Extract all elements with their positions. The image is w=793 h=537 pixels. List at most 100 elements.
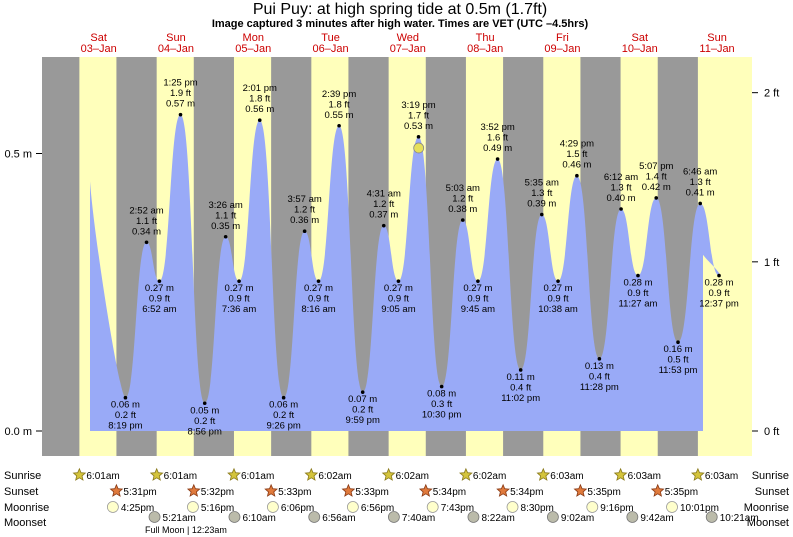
- day-of-week: Tue: [321, 32, 340, 44]
- sunrise-time: 6:02am: [318, 471, 351, 482]
- tide-point: [337, 123, 341, 128]
- moonrise-time: 4:25pm: [121, 503, 154, 514]
- moonset-time: 6:10am: [242, 513, 275, 524]
- sunrise-time: 6:02am: [473, 471, 506, 482]
- axes: 0.0 m 0.5 m 0 ft 1 ft 2 ft: [4, 88, 779, 438]
- tide-label: 0.28 m: [705, 278, 734, 289]
- tide-label: 5:35 am: [525, 178, 559, 189]
- tide-label: 2:39 pm: [322, 89, 356, 100]
- tide-label: 0.27 m: [145, 283, 174, 294]
- tide-label: 0.9 ft: [467, 294, 488, 305]
- tide-label: 0.9 ft: [388, 294, 409, 305]
- day-of-week: Sun: [166, 32, 186, 44]
- tide-point: [416, 135, 421, 139]
- tide-label: 0.2 ft: [115, 410, 136, 421]
- sunrise-icon: [691, 467, 705, 481]
- tide-label: 0.13 m: [585, 361, 614, 372]
- tide-label: 11:53 pm: [659, 365, 698, 376]
- sunset-time: 5:33pm: [278, 487, 311, 498]
- day-date: 06–Jan: [313, 43, 349, 55]
- tide-point: [360, 390, 365, 394]
- tide-label: 3:19 pm: [401, 100, 435, 111]
- sunset-icon: [341, 483, 356, 497]
- tide-label: 5:07 pm: [639, 161, 673, 172]
- chart-subtitle: Image captured 3 minutes after high wate…: [212, 18, 589, 30]
- day-headers: Sat03–JanSun04–JanMon05–JanTue06–JanWed0…: [81, 32, 735, 55]
- moonset-icon: [467, 511, 480, 523]
- tide-label: 0.9 ft: [708, 288, 729, 299]
- moonrise-row-label: Moonrise: [4, 502, 49, 514]
- tide-label: 3:26 am: [208, 200, 242, 211]
- tide-label: 1.1 ft: [136, 216, 157, 227]
- tide-label: 0.57 m: [166, 99, 195, 110]
- tide-label: 1.2 ft: [294, 205, 315, 216]
- moonset-time: 8:22am: [481, 513, 514, 524]
- tide-labels: 0.06 m0.2 ft8:19 pm2:52 am1.1 ft0.34 m0.…: [108, 78, 739, 438]
- tide-label: 1:25 pm: [163, 78, 197, 89]
- tide-label: 0.9 ft: [308, 294, 329, 305]
- moonset-time: 9:02am: [561, 513, 594, 524]
- tide-label: 9:26 pm: [266, 421, 300, 432]
- day-of-week: Sat: [631, 32, 648, 44]
- left-tick-label: 0.0 m: [4, 426, 32, 438]
- tide-label: 3:57 am: [287, 194, 321, 205]
- moonset-row-label-right: Moonset: [747, 517, 789, 529]
- tide-curve: [90, 114, 720, 432]
- tide-label: 0.37 m: [369, 210, 398, 221]
- tide-label: 0.9 ft: [229, 294, 250, 305]
- sunrise-row-label-right: Sunrise: [752, 470, 789, 482]
- tide-label: 1.5 ft: [566, 149, 587, 160]
- sunrise-icon: [613, 467, 628, 481]
- tide-label: 6:12 am: [604, 172, 638, 183]
- day-date: 11–Jan: [699, 43, 734, 55]
- moonset-icon: [148, 511, 161, 523]
- tide-label: 8:16 am: [301, 304, 335, 315]
- tide-point: [476, 279, 480, 283]
- current-tide-marker: [413, 142, 425, 154]
- tide-label: 0.40 m: [607, 193, 636, 204]
- sunset-icon: [496, 483, 510, 497]
- tide-label: 9:59 pm: [346, 415, 380, 426]
- day-of-week: Sat: [90, 32, 107, 44]
- tide-label: 0.07 m: [348, 394, 377, 405]
- sunset-time: 5:34pm: [433, 487, 466, 498]
- tide-label: 0.39 m: [527, 199, 556, 210]
- tide-point: [636, 273, 640, 278]
- moonset-time: 6:56am: [322, 513, 355, 524]
- tide-label: 0.27 m: [304, 283, 333, 294]
- day-date: 09–Jan: [544, 43, 580, 55]
- moonset-icon: [308, 511, 321, 523]
- tide-point: [676, 340, 680, 345]
- tide-label: 2:52 am: [129, 205, 163, 216]
- tide-label: 0.11 m: [507, 372, 535, 383]
- tide-label: 0.05 m: [190, 405, 219, 416]
- tide-label: 8:56 pm: [188, 426, 222, 437]
- moonrise-icon: [666, 501, 678, 513]
- tide-label: 0.42 m: [642, 182, 671, 193]
- tide-point: [698, 201, 702, 206]
- tide-label: 0.3 ft: [431, 399, 452, 410]
- tide-label: 0.06 m: [111, 400, 140, 411]
- tide-point: [316, 279, 321, 283]
- moonrise-time: 10:01pm: [680, 503, 719, 514]
- tide-label: 0.28 m: [623, 278, 652, 289]
- sunset-icon: [418, 483, 433, 497]
- tide-point: [439, 384, 444, 389]
- sunrise-icon: [459, 467, 473, 481]
- tide-point: [518, 368, 523, 372]
- sunset-icon: [650, 483, 665, 497]
- tide-label: 5:03 am: [446, 183, 480, 194]
- chart-title: Pui Puy: at high spring tide at 0.5m (1.…: [253, 1, 547, 18]
- tide-label: 0.49 m: [483, 143, 512, 154]
- sunset-icon: [264, 483, 278, 497]
- right-tick-label: 0 ft: [764, 426, 779, 438]
- tide-label: 11:02 pm: [501, 393, 540, 404]
- moonrise-icon: [106, 501, 119, 513]
- right-tick-label: 1 ft: [764, 257, 779, 269]
- sunrise-icon: [304, 467, 319, 481]
- tide-label: 0.27 m: [463, 283, 492, 294]
- moonrise-time: 5:16pm: [201, 503, 234, 514]
- tide-label: 9:45 am: [461, 304, 495, 315]
- moonset-icon: [387, 511, 400, 523]
- day-date: 07–Jan: [390, 43, 426, 55]
